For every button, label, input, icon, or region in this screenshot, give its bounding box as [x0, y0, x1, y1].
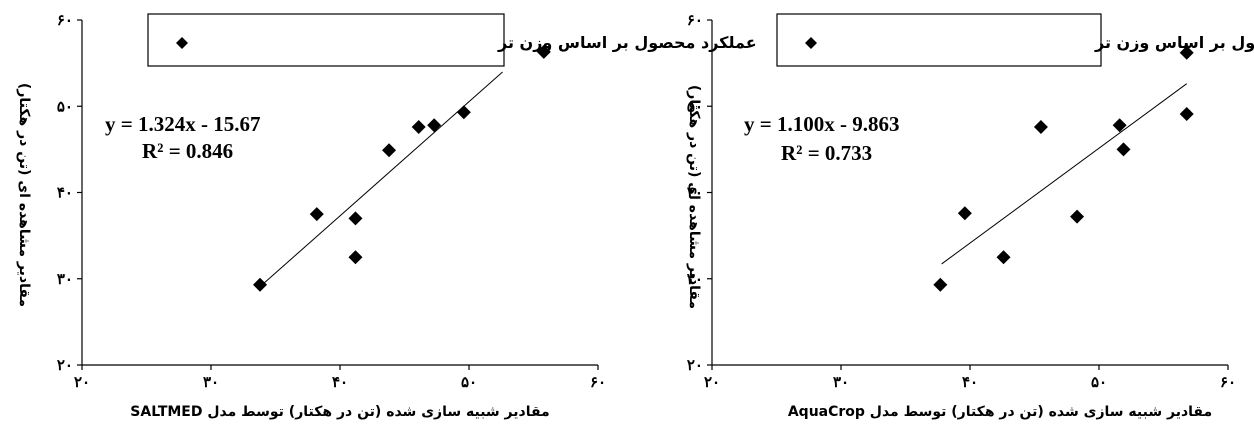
r-squared: R² = 0.846	[142, 139, 233, 163]
y-tick-label: ۳۰	[687, 270, 703, 288]
y-tick-label: ۶۰	[687, 11, 703, 29]
data-point-1	[933, 277, 948, 292]
scatter-chart-1: ۲۰ ۳۰ ۴۰ ۵۰ ۶۰ ۲۰ ۳۰ ۴۰ ۵۰ ۶۰ مقادیر شبیه سازی شده…	[16, 11, 757, 420]
y-tick-label: ۵۰	[687, 97, 703, 115]
legend-marker	[176, 37, 188, 49]
data-point-9	[536, 44, 551, 59]
data-point-6	[411, 119, 426, 134]
x-axis-label: مقادیر شبیه سازی شده (تن در هکتار) توسط …	[130, 404, 549, 420]
data-point-7	[1116, 142, 1131, 157]
legend-label: عملکرد محصول بر اساس وزن تر	[1094, 33, 1254, 52]
y-axis-label: مقادیر مشاهده ای (تن در هکتار)	[16, 83, 32, 307]
legend: عملکرد محصول بر اساس وزن تر	[776, 13, 1254, 67]
scatter-chart-2: ۲۰ ۳۰ ۴۰ ۵۰ ۶۰ ۲۰ ۳۰ ۴۰ ۵۰ ۶۰ مقادیر شبیه سازی شده…	[686, 11, 1254, 420]
data-point-4	[1033, 119, 1048, 134]
y-tick-label: ۶۰	[57, 11, 73, 29]
y-tick-label: ۳۰	[57, 270, 73, 288]
legend-marker	[805, 37, 817, 49]
data-point-3	[348, 211, 363, 226]
data-point-7	[427, 118, 442, 133]
legend: عملکرد محصول بر اساس وزن تر	[147, 13, 757, 67]
x-tick-label: ۶۰	[1220, 373, 1236, 391]
y-axis-label: مقادیر مشاهده ای (تن در هکتار)	[686, 85, 702, 309]
data-point-8	[1179, 45, 1194, 60]
data-point-1	[253, 277, 268, 292]
legend-box	[147, 13, 505, 67]
y-tick-label: ۴۰	[687, 184, 703, 202]
y-tick-label: ۲۰	[57, 356, 73, 374]
x-tick-label: ۵۰	[1091, 373, 1107, 391]
regression-equation: y = 1.324x - 15.67	[105, 112, 260, 136]
x-tick-label: ۶۰	[590, 373, 606, 391]
x-tick-label: ۴۰	[332, 373, 348, 391]
data-point-8	[456, 105, 471, 120]
x-tick-label: ۴۰	[962, 373, 978, 391]
y-tick-label: ۲۰	[687, 356, 703, 374]
x-tick-label: ۳۰	[833, 373, 849, 391]
x-tick-label: ۲۰	[74, 373, 90, 391]
regression-equation: y = 1.100x - 9.863	[744, 112, 899, 136]
legend-label: عملکرد محصول بر اساس وزن تر	[497, 33, 757, 52]
data-point-9	[1179, 107, 1194, 122]
data-point-2	[309, 207, 324, 222]
data-point-5	[1070, 209, 1085, 224]
x-tick-label: ۳۰	[203, 373, 219, 391]
trendline	[259, 71, 503, 288]
r-squared: R² = 0.733	[781, 141, 872, 165]
x-tick-label: ۵۰	[461, 373, 477, 391]
data-point-5	[382, 143, 397, 158]
data-point-6	[1112, 118, 1127, 133]
data-point-2	[957, 206, 972, 221]
x-tick-label: ۲۰	[704, 373, 720, 391]
trendline	[941, 83, 1188, 265]
data-point-3	[996, 250, 1011, 265]
y-tick-label: ۴۰	[57, 184, 73, 202]
y-tick-label: ۵۰	[57, 97, 73, 115]
legend-box	[776, 13, 1102, 67]
x-axis-label: مقادیر شبیه سازی شده (تن در هکتار) توسط …	[788, 404, 1212, 420]
data-point-4	[348, 250, 363, 265]
